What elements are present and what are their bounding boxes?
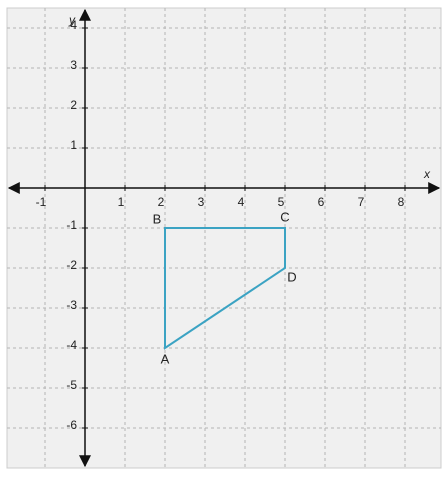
y-tick-label: -1	[66, 218, 77, 232]
vertex-label: C	[280, 209, 289, 224]
vertex-label: A	[161, 351, 170, 366]
y-tick-label: 2	[70, 98, 77, 112]
x-tick-label: -1	[36, 195, 47, 209]
y-tick-label: -4	[66, 338, 77, 352]
plot-background	[6, 7, 442, 469]
y-tick-label: 1	[70, 138, 77, 152]
x-tick-label: 1	[118, 195, 125, 209]
quadrilateral	[164, 227, 286, 350]
x-tick-label: 8	[398, 195, 405, 209]
y-axis-label: y	[68, 13, 76, 27]
y-tick-label: -2	[66, 258, 77, 272]
vertex-label: D	[287, 269, 296, 284]
y-tick-label: 3	[70, 58, 77, 72]
y-tick-label: -5	[66, 378, 77, 392]
y-tick-label: -3	[66, 298, 77, 312]
y-tick-label: -6	[66, 418, 77, 432]
x-tick-label: 6	[318, 195, 325, 209]
x-axis-label: x	[423, 167, 431, 181]
x-tick-label: 5	[278, 195, 285, 209]
x-tick-label: 4	[238, 195, 245, 209]
vertex-label: B	[153, 211, 162, 226]
y-tick-label: 4	[70, 18, 77, 32]
x-tick-label: 3	[198, 195, 205, 209]
x-tick-label: 7	[358, 195, 365, 209]
x-tick-label: 2	[158, 195, 165, 209]
